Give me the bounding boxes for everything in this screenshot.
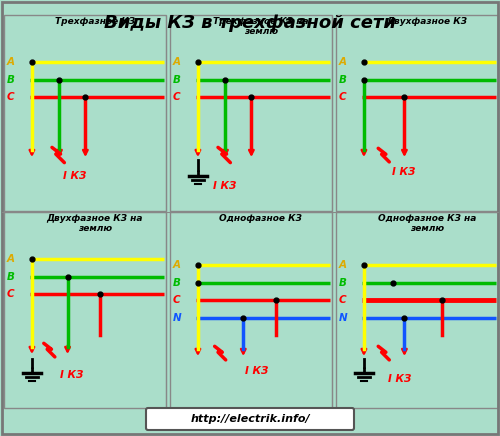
- Text: I КЗ: I КЗ: [60, 370, 83, 380]
- Bar: [4, 212, 166, 408]
- Bar: [170, 212, 332, 408]
- Text: Виды КЗ в трехфазной сети: Виды КЗ в трехфазной сети: [104, 14, 396, 32]
- Text: Трехфазное КЗ: Трехфазное КЗ: [54, 17, 135, 26]
- Text: I КЗ: I КЗ: [246, 366, 268, 376]
- FancyBboxPatch shape: [146, 408, 354, 430]
- Text: C: C: [339, 92, 346, 102]
- Text: I КЗ: I КЗ: [388, 374, 411, 384]
- Text: Двухфазное КЗ на
землю: Двухфазное КЗ на землю: [46, 214, 143, 233]
- Text: Однофазное КЗ: Однофазное КЗ: [220, 214, 302, 223]
- Bar: [170, 15, 332, 211]
- Text: C: C: [7, 92, 14, 102]
- Text: C: C: [173, 295, 180, 305]
- Text: N: N: [173, 313, 182, 323]
- Text: C: C: [173, 92, 180, 102]
- Text: C: C: [7, 290, 14, 300]
- Text: Однофазное КЗ на
землю: Однофазное КЗ на землю: [378, 214, 476, 233]
- Text: A: A: [339, 260, 347, 270]
- Text: C: C: [339, 295, 346, 305]
- Text: I КЗ: I КЗ: [62, 171, 86, 181]
- Text: A: A: [173, 260, 181, 270]
- Text: I КЗ: I КЗ: [213, 181, 236, 191]
- Text: Двухфазное КЗ: Двухфазное КЗ: [386, 17, 467, 26]
- Text: A: A: [339, 57, 347, 67]
- Text: B: B: [7, 272, 15, 282]
- Text: B: B: [339, 278, 347, 288]
- Text: A: A: [7, 254, 15, 264]
- Bar: [336, 212, 498, 408]
- Text: A: A: [173, 57, 181, 67]
- Text: I КЗ: I КЗ: [392, 167, 415, 177]
- Text: B: B: [173, 278, 181, 288]
- Text: N: N: [339, 313, 347, 323]
- Bar: [4, 15, 166, 211]
- Text: B: B: [173, 75, 181, 85]
- Text: A: A: [7, 57, 15, 67]
- Text: B: B: [7, 75, 15, 85]
- Text: Трехфазное КЗ на
землю: Трехфазное КЗ на землю: [213, 17, 308, 36]
- Text: http://electrik.info/: http://electrik.info/: [190, 414, 310, 424]
- Bar: [336, 15, 498, 211]
- Text: B: B: [339, 75, 347, 85]
